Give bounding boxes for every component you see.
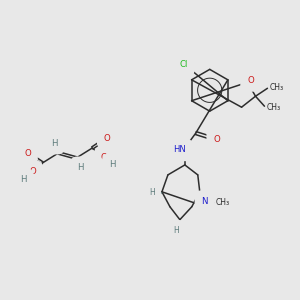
Text: CH₃: CH₃ <box>269 83 284 92</box>
Text: H: H <box>51 139 58 148</box>
Text: O: O <box>104 134 111 142</box>
Text: CH₃: CH₃ <box>266 103 280 112</box>
Text: O: O <box>213 135 220 144</box>
Text: HN: HN <box>173 146 186 154</box>
Text: O: O <box>101 154 108 163</box>
Text: CH₃: CH₃ <box>216 198 230 207</box>
Text: N: N <box>202 197 208 206</box>
Text: H: H <box>77 164 84 172</box>
Text: O: O <box>29 167 36 176</box>
Text: Cl: Cl <box>180 60 188 69</box>
Text: H: H <box>20 176 27 184</box>
Text: H: H <box>149 188 155 197</box>
Text: O: O <box>24 149 31 158</box>
Text: H: H <box>109 160 116 169</box>
Text: O: O <box>247 76 254 85</box>
Text: H: H <box>173 226 179 235</box>
